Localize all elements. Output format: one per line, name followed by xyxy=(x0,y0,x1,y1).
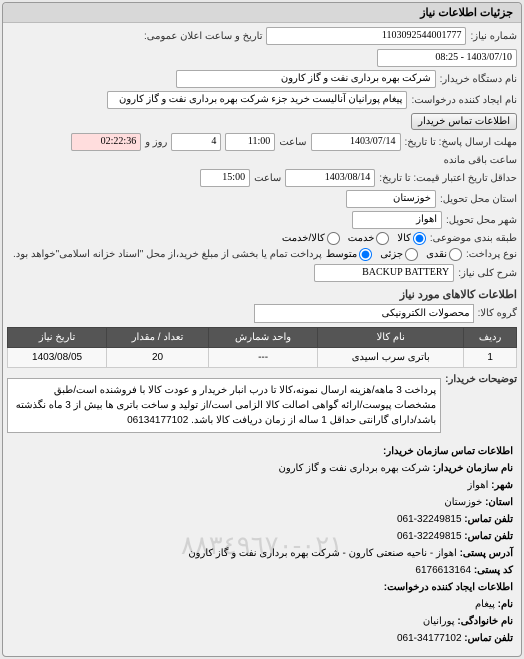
validity-label: حداقل تاریخ اعتبار قیمت: تا تاریخ: xyxy=(379,173,517,184)
pkg-both-input[interactable] xyxy=(327,232,340,245)
info-province-label: استان: xyxy=(485,497,513,508)
pay-cash-radio[interactable]: نقدی xyxy=(426,248,462,261)
province-value: خوزستان xyxy=(346,190,436,208)
package-label: طبقه بندی موضوعی: xyxy=(430,233,517,244)
package-radio-group: کالا خدمت کالا/خدمت xyxy=(282,232,426,245)
info-addr-label: آدرس پستی: xyxy=(460,548,513,559)
city-value: اهواز xyxy=(352,211,442,229)
pay-mid-input[interactable] xyxy=(359,248,372,261)
request-no-value: 1103092544001777 xyxy=(266,27,466,45)
info-fax: 32249815-061 xyxy=(397,531,462,542)
group-value: محصولات الکترونیکی xyxy=(254,304,474,323)
info-addr: اهواز - ناحیه صنعتی کارون - شرکت بهره بر… xyxy=(188,548,456,559)
province-label: استان محل تحویل: xyxy=(440,194,517,205)
remaining-label: ساعت باقی مانده xyxy=(444,155,517,166)
info-province: خوزستان xyxy=(444,497,482,508)
pay-note: پرداخت تمام یا بخشی از مبلغ خرید،از محل … xyxy=(13,249,322,260)
table-header-row: ردیف نام کالا واحد شمارش واحد شمارش تعدا… xyxy=(8,328,517,348)
panel-title: جزئیات اطلاعات نیاز xyxy=(3,3,521,23)
td-name: باتری سرب اسیدی xyxy=(318,348,464,368)
td-date: 1403/08/05 xyxy=(8,348,107,368)
pay-cash-input[interactable] xyxy=(449,248,462,261)
pkg-kala-input[interactable] xyxy=(413,232,426,245)
org-name: شرکت بهره برداری نفت و گاز کارون xyxy=(279,463,430,474)
request-no-label: شماره نیاز: xyxy=(470,31,517,42)
td-row: 1 xyxy=(464,348,517,368)
creator-value: پیغام پورانیان آنالیست خرید جزء شرکت بهر… xyxy=(107,91,407,109)
info-contact-phone-label: تلفن تماس: xyxy=(464,633,513,644)
deadline-time: 11:00 xyxy=(225,133,275,151)
info-fax-label: تلفن تماس: xyxy=(464,531,513,542)
buyer-desc-label: توضیحات خریدار: xyxy=(445,374,517,385)
info-contact-phone: 34177102-061 xyxy=(397,633,462,644)
td-qty: 20 xyxy=(107,348,209,368)
info-lname: پورانیان xyxy=(423,616,455,627)
org-name-label: نام سازمان خریدار: xyxy=(433,463,513,474)
th-qty: تعداد / مقدار xyxy=(107,328,209,348)
th-date: تاریخ نیاز xyxy=(8,328,107,348)
pay-partial-input[interactable] xyxy=(405,248,418,261)
details-panel: جزئیات اطلاعات نیاز شماره نیاز: 11030925… xyxy=(2,2,522,657)
th-name: نام کالا xyxy=(318,328,464,348)
contact-info-button[interactable]: اطلاعات تماس خریدار xyxy=(411,113,517,130)
pkg-kala-radio[interactable]: کالا xyxy=(397,232,426,245)
creator-section-title: اطلاعات ایجاد کننده درخواست: xyxy=(384,582,513,593)
info-phone: 32249815-061 xyxy=(397,514,462,525)
days-label: روز و xyxy=(145,137,167,148)
pay-partial-radio[interactable]: جزئی xyxy=(380,248,418,261)
info-city: اهواز xyxy=(468,480,489,491)
group-label: گروه کالا: xyxy=(478,308,517,319)
info-name-label: نام: xyxy=(498,599,513,610)
creator-label: نام ایجاد کننده درخواست: xyxy=(411,95,517,106)
buyer-desc-text: پرداخت 3 ماهه/هزینه ارسال نمونه،کالا تا … xyxy=(7,378,441,433)
pay-radio-group: نقدی جزئی متوسط xyxy=(326,248,462,261)
pkg-khadamat-input[interactable] xyxy=(376,232,389,245)
pkg-both-radio[interactable]: کالا/خدمت xyxy=(282,232,340,245)
table-row: 1 باتری سرب اسیدی --- عدد 20 1403/08/05 xyxy=(8,348,517,368)
items-section-title: اطلاعات کالاهای مورد نیاز xyxy=(7,288,517,301)
city-label: شهر محل تحویل: xyxy=(446,215,517,226)
keyword-label: شرح کلی نیاز: xyxy=(458,268,517,279)
buyer-org-label: نام دستگاه خریدار: xyxy=(440,74,517,85)
info-name: پیغام xyxy=(475,599,495,610)
countdown-value: 02:22:36 xyxy=(71,133,141,151)
deadline-date: 1403/07/14 xyxy=(311,133,401,151)
time-label-1: ساعت xyxy=(279,137,306,148)
contact-title: اطلاعات تماس سازمان خریدار: xyxy=(383,446,513,457)
deadline-label: مهلت ارسال پاسخ: تا تاریخ: xyxy=(405,137,517,148)
contact-info-section: ٠٢١-٨٨٣٤٩٦٧٠ اطلاعات تماس سازمان خریدار:… xyxy=(7,439,517,652)
validity-date: 1403/08/14 xyxy=(285,169,375,187)
items-table: ردیف نام کالا واحد شمارش واحد شمارش تعدا… xyxy=(7,327,517,368)
info-phone-label: تلفن تماس: xyxy=(464,514,513,525)
info-postal: 6176613164 xyxy=(415,565,471,576)
pay-mid-radio[interactable]: متوسط xyxy=(326,248,372,261)
announce-label: تاریخ و ساعت اعلان عمومی: xyxy=(144,31,263,42)
info-lname-label: نام خانوادگی: xyxy=(457,616,513,627)
info-city-label: شهر: xyxy=(491,480,513,491)
buyer-org-value: شرکت بهره برداری نفت و گاز کارون xyxy=(176,70,436,88)
th-row: ردیف xyxy=(464,328,517,348)
keyword-value: BACKUP BATTERY xyxy=(314,264,454,282)
pay-label: نوع پرداخت: xyxy=(466,249,517,260)
info-postal-label: کد پستی: xyxy=(474,565,513,576)
pkg-khadamat-radio[interactable]: خدمت xyxy=(348,232,390,245)
announce-value: 1403/07/10 - 08:25 xyxy=(377,49,517,67)
td-dash: --- xyxy=(209,348,318,368)
validity-time: 15:00 xyxy=(200,169,250,187)
time-label-2: ساعت xyxy=(254,173,281,184)
th-unit: واحد شمارش xyxy=(209,328,318,348)
days-value: 4 xyxy=(171,133,221,151)
